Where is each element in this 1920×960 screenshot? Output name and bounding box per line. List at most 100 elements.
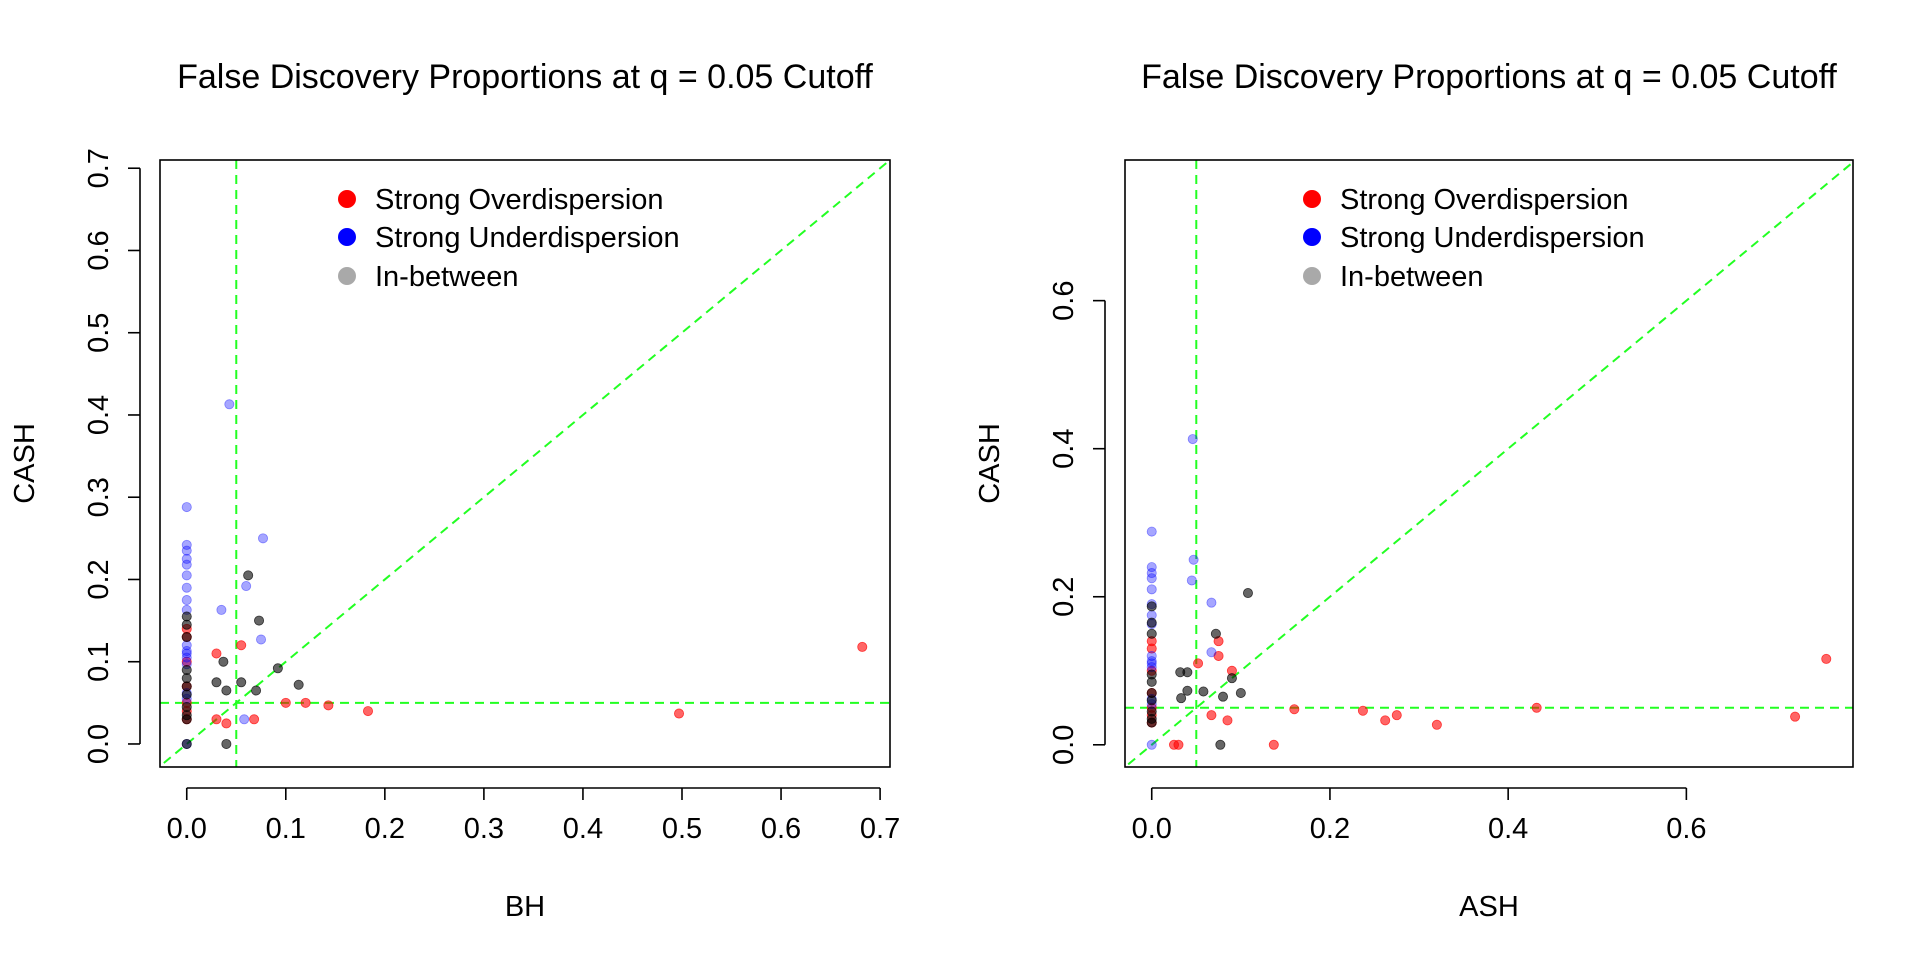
plot-frame [1124,159,1854,768]
data-point-under [1146,562,1157,573]
data-point-between [1242,588,1253,599]
legend-marker-over [338,190,356,208]
data-point-under [1146,568,1157,579]
data-point-under [1188,554,1199,565]
data-point-under [181,559,192,570]
legend-marker-between [338,267,356,285]
data-point-under [181,539,192,550]
data-point-between [254,615,265,626]
data-point-under [1146,656,1157,667]
y-tick-label: 0.0 [83,724,115,764]
data-point-under [181,545,192,556]
data-point-over [211,714,222,725]
data-point-between [1146,628,1157,639]
data-point-over [1380,715,1391,726]
data-point-under [1146,658,1157,669]
data-point-between [181,689,192,700]
x-tick-label: 0.0 [1132,813,1172,845]
data-point-between [1146,717,1157,728]
x-tick-label: 0.7 [860,813,900,845]
x-tick-label: 0.6 [1666,813,1706,845]
diagonal-identity-line [1125,160,1853,767]
data-point-between [243,570,254,581]
data-point-under [181,502,192,513]
data-point-under [181,652,192,663]
data-point-between [236,677,247,688]
data-points [181,399,868,749]
x-tick-label: 0.6 [761,813,801,845]
data-point-between [1218,691,1229,702]
data-point-over [674,708,685,719]
data-point-between [1146,676,1157,687]
data-point-over [1790,711,1801,722]
data-point-between [181,738,192,749]
data-point-over [1391,710,1402,721]
chart-panel-1: False Discovery Proportions at q = 0.05 … [9,58,900,923]
data-point-under [1146,526,1157,537]
data-points [1146,434,1832,750]
data-point-under [1187,434,1198,445]
x-axis: 0.0 0.2 0.4 0.6 [1132,787,1707,845]
x-axis-label: ASH [1459,891,1519,923]
legend: Strong Overdispersion Strong Underdispers… [338,184,680,293]
data-point-over [221,718,232,729]
data-point-between [1146,695,1157,706]
x-tick-label: 0.2 [1310,813,1350,845]
y-tick-label: 0.4 [83,395,115,435]
data-point-over [1531,702,1542,713]
reference-lines [1125,160,1853,767]
data-point-between [181,619,192,630]
data-point-under [181,646,192,657]
data-point-between [181,611,192,622]
x-tick-label: 0.1 [266,813,306,845]
data-point-under [241,581,252,592]
y-axis: 0.0 0.1 0.2 0.3 0.4 0.5 0.6 0.7 [83,148,141,764]
data-point-between [181,714,192,725]
y-tick-label: 0.4 [1048,429,1080,469]
legend-label-between: In-between [375,261,519,293]
data-point-between [1235,687,1246,698]
data-point-between [1226,673,1237,684]
data-point-over [363,706,374,717]
data-point-under [1206,647,1217,658]
y-tick-label: 0.2 [83,559,115,599]
data-point-over [1431,719,1442,730]
data-point-between [181,681,192,692]
data-point-between [1146,601,1157,612]
data-point-over [1268,739,1279,750]
legend-label-under: Strong Underdispersion [1340,222,1645,254]
legend-label-between: In-between [1340,261,1484,293]
data-point-between [1146,617,1157,628]
y-tick-label: 0.6 [83,230,115,270]
chart-panel-2: False Discovery Proportions at q = 0.05 … [974,58,1854,923]
data-point-over [1146,643,1157,654]
data-point-under [181,582,192,593]
data-point-between [1182,685,1193,696]
legend: Strong Overdispersion Strong Underdispers… [1303,184,1645,293]
chart-title: False Discovery Proportions at q = 0.05 … [1141,58,1837,96]
y-axis-label: CASH [974,423,1006,504]
data-point-over [1206,710,1217,721]
data-point-between [181,673,192,684]
data-point-under [181,648,192,659]
data-point-over [323,700,334,711]
data-point-under [1186,575,1197,586]
legend-label-under: Strong Underdispersion [375,222,680,254]
data-point-over [1821,653,1832,664]
data-point-under [1206,597,1217,608]
y-tick-label: 0.7 [83,148,115,188]
data-point-under [239,714,250,725]
x-axis: 0.0 0.1 0.2 0.3 0.4 0.5 0.6 0.7 [167,787,900,845]
data-point-over [300,697,311,708]
data-point-under [1146,573,1157,584]
data-point-between [218,656,229,667]
data-point-over [1213,650,1224,661]
data-point-under [256,634,267,645]
y-axis-label: CASH [9,423,41,504]
data-point-between [251,685,262,696]
data-point-under [216,604,227,615]
data-point-between [1198,686,1209,697]
x-tick-label: 0.4 [1488,813,1528,845]
